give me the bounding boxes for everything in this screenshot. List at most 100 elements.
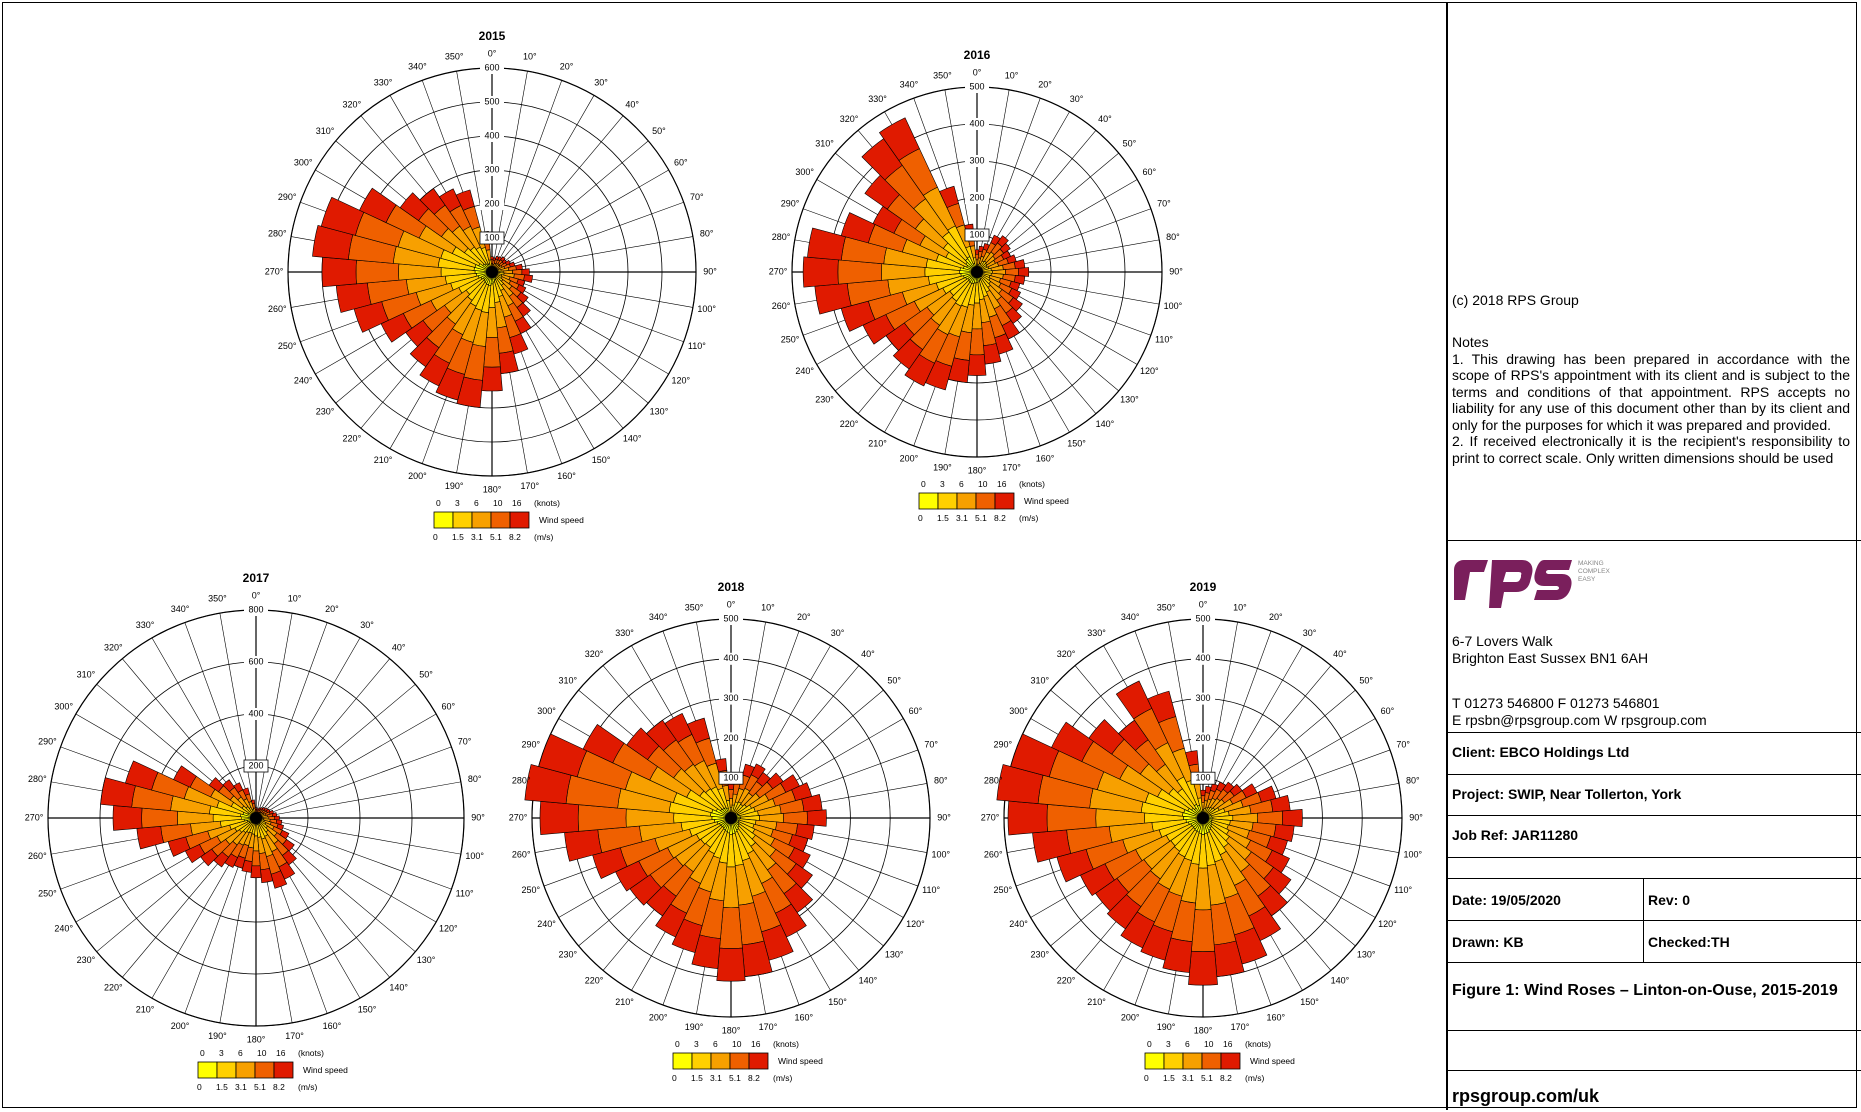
angle-label: 270°	[509, 812, 528, 822]
rose-wedge	[1007, 800, 1048, 836]
angle-label: 290°	[522, 740, 541, 750]
ring-label: 400	[248, 708, 263, 718]
rose-wedge	[1010, 733, 1060, 778]
grid-spoke	[184, 622, 257, 819]
angle-label: 100°	[697, 304, 716, 314]
angle-label: 210°	[868, 439, 887, 449]
rose-wedge	[359, 187, 397, 223]
ring-label: 200	[1195, 733, 1210, 743]
angle-label: 190°	[445, 481, 464, 491]
address-line-2: Brighton East Sussex BN1 6AH	[1452, 650, 1649, 666]
angle-label: 200°	[900, 453, 919, 463]
angle-label: 110°	[922, 885, 940, 895]
legend-knots-tick: 3	[455, 498, 460, 508]
angle-label: 230°	[77, 955, 96, 965]
angle-label: 0°	[973, 67, 982, 77]
legend-title: Wind speed	[303, 1065, 348, 1075]
legend-swatch	[452, 511, 473, 529]
rose-wedge	[409, 336, 440, 368]
divider-line	[1448, 857, 1861, 858]
address-line-1: 6-7 Lovers Walk	[1452, 633, 1553, 649]
legend-ms-tick: 0	[672, 1073, 677, 1083]
legend-swatch	[235, 1061, 256, 1079]
rose-wedge	[456, 376, 483, 408]
legend-ms-tick: 1.5	[216, 1082, 228, 1092]
grid-spoke	[1202, 621, 1238, 819]
rose-wedge	[250, 799, 256, 805]
angle-label: 50°	[1123, 138, 1137, 148]
rose-center	[250, 812, 262, 824]
angle-label: 140°	[1331, 976, 1350, 986]
angle-label: 0°	[727, 599, 736, 609]
rose-wedge	[515, 263, 523, 271]
rose-wedge	[1051, 721, 1094, 762]
angle-label: 120°	[671, 375, 690, 385]
legend-knots-tick: 16	[751, 1039, 761, 1049]
legend-knots-tick: 3	[1166, 1039, 1171, 1049]
angle-label: 140°	[389, 982, 408, 992]
angle-label: 80°	[1406, 775, 1420, 785]
angle-label: 10°	[1005, 70, 1019, 80]
angle-label: 310°	[559, 675, 578, 685]
rose-wedge	[1120, 911, 1155, 949]
angle-label: 310°	[77, 670, 96, 680]
ring-label-bg	[479, 231, 505, 245]
angle-label: 240°	[537, 919, 556, 929]
angle-label: 280°	[512, 775, 531, 785]
angle-label: 190°	[1157, 1022, 1176, 1032]
legend-title: Wind speed	[539, 515, 584, 525]
angle-label: 340°	[408, 62, 427, 72]
legend-swatch	[729, 1052, 750, 1070]
angle-label: 30°	[594, 78, 608, 88]
grid-spoke	[491, 95, 595, 273]
ring-label: 300	[969, 155, 984, 165]
legend-swatch	[1182, 1052, 1203, 1070]
ring-label: 300	[723, 693, 738, 703]
angle-label: 90°	[1409, 812, 1423, 822]
angle-label: 320°	[104, 642, 123, 652]
rose-wedge	[806, 809, 827, 827]
angle-label: 210°	[374, 455, 393, 465]
angle-label: 230°	[1031, 949, 1050, 959]
angle-label: 270°	[769, 266, 788, 276]
angle-label: 190°	[933, 462, 952, 472]
angle-label: 40°	[625, 99, 639, 109]
angle-label: 130°	[417, 955, 436, 965]
ring-label: 100	[1195, 773, 1210, 783]
angle-label: 160°	[1267, 1013, 1286, 1023]
ring-label-bg	[965, 192, 989, 204]
angle-label: 230°	[559, 949, 578, 959]
angle-label: 110°	[456, 888, 474, 898]
angle-label: 230°	[316, 407, 335, 417]
legend-knots-tick: 0	[921, 479, 926, 489]
rose-wedge	[664, 712, 693, 743]
rose-wedge	[691, 934, 721, 969]
project-field: Project: SWIP, Near Tollerton, York	[1452, 786, 1682, 802]
angle-label: 180°	[968, 465, 987, 475]
angle-label: 20°	[1269, 612, 1283, 622]
rose-wedge	[715, 758, 728, 773]
notes-block: Notes 1. This drawing has been prepared …	[1452, 334, 1850, 466]
legend-swatch	[918, 492, 939, 510]
grid-spoke	[255, 713, 437, 819]
ring-label-bg	[1190, 771, 1216, 785]
rose-wedge	[538, 733, 588, 778]
rose-wedge	[1188, 950, 1218, 986]
rose-wedge	[112, 805, 143, 831]
angle-label: 30°	[1303, 628, 1317, 638]
angle-label: 250°	[278, 341, 297, 351]
angle-label: 340°	[1121, 612, 1140, 622]
angle-label: 0°	[488, 48, 497, 58]
legend-ms-tick: 3.1	[1182, 1073, 1194, 1083]
legend-swatch	[748, 1052, 769, 1070]
ring-label-bg	[718, 771, 744, 785]
rose-wedge	[1088, 719, 1125, 755]
legend-knots-tick: 6	[238, 1048, 243, 1058]
rose-wedge	[967, 354, 987, 376]
angle-label: 340°	[900, 79, 919, 89]
angle-label: 210°	[1087, 997, 1106, 1007]
divider-line	[1448, 1070, 1861, 1071]
legend-knots-tick: 16	[276, 1048, 286, 1058]
website-link[interactable]: rpsgroup.com/uk	[1452, 1086, 1600, 1106]
angle-label: 150°	[1067, 439, 1086, 449]
